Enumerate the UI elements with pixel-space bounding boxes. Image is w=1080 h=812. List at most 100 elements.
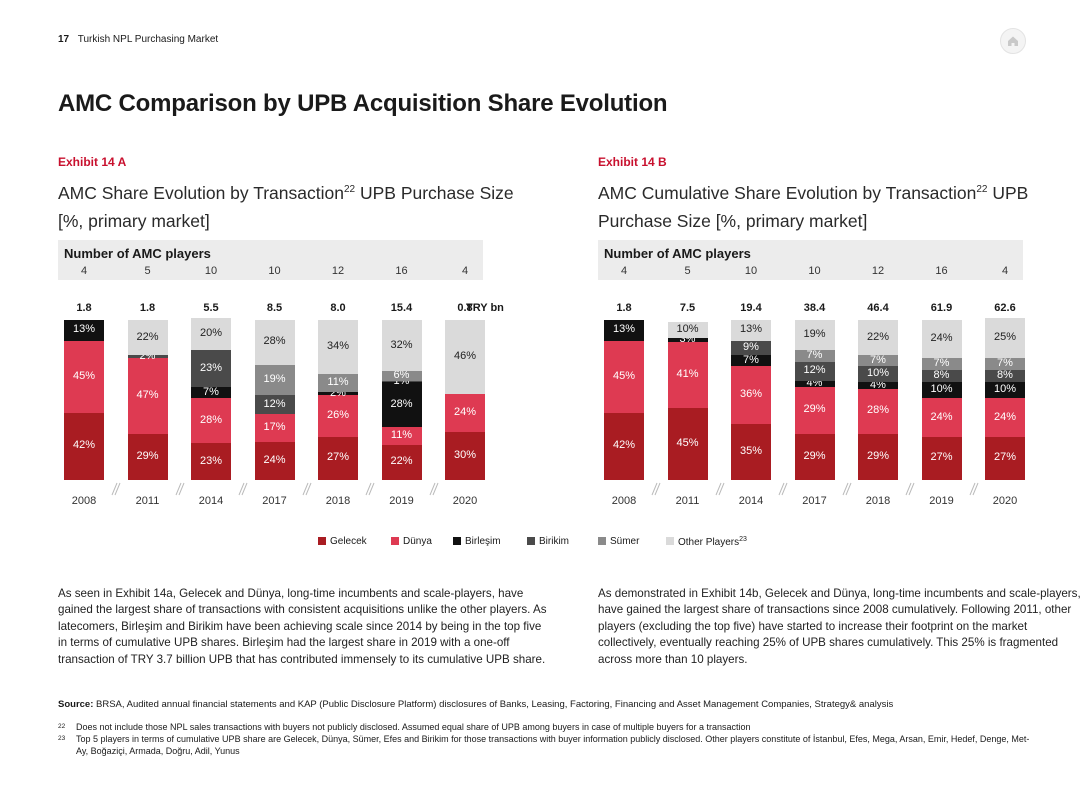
amc-count: 4 [1001,265,1009,277]
data-label: 10% [866,367,890,380]
bar-segment-sümer: 7% [921,358,962,370]
document-title: Turkish NPL Purchasing Market [77,34,219,45]
data-label: 9% [743,340,759,353]
bar-segment-birleşim: 4% [858,379,898,390]
data-label: 10% [993,383,1017,396]
x-tick-label: 2020 [452,495,478,507]
bar-segment-birikim: 12% [254,395,295,415]
bar-segment-birikim: 1% [381,375,422,386]
bar-segment-other-players: 24% [921,320,962,359]
bar-segment-gelecek: 22% [381,444,422,480]
bar-segment-birleşim: 4% [794,378,835,389]
footnote-22: 22 Does not include those NPL sales trans… [58,722,751,732]
amc-count: 4 [461,265,469,277]
data-label: 22% [136,330,159,343]
bar-segment-other-players: 32% [381,320,422,372]
bar-segment-sümer: 11% [318,374,358,392]
bar-segment-gelecek: 29% [794,433,835,480]
axis-break-icon [302,482,311,496]
data-label: 10% [930,383,953,396]
axis-break-icon [842,482,851,496]
data-label: 2% [139,349,156,362]
legend-label: Gelecek [330,536,367,547]
bar-segment-other-players: 28% [254,320,295,365]
amc-count: 4 [620,265,628,277]
try-volume-label: 38.4 [803,302,826,314]
home-button[interactable] [1000,28,1026,54]
legend-item-other-players: Other Players23 [666,536,747,548]
x-tick-label: 2020 [992,495,1018,507]
amc-count: 10 [268,265,281,277]
x-tick-label: 2014 [198,495,224,507]
x-tick-label: 2017 [802,495,827,507]
amc-count: 4 [80,265,88,277]
bar-segment-gelecek: 30% [445,432,485,480]
x-tick-label: 2011 [135,495,160,507]
x-tick-label: 2018 [325,495,351,507]
data-label: 47% [136,388,159,401]
data-label: 23% [199,454,223,467]
legend-swatch [527,537,535,545]
amc-players-box: Number of AMC players [58,240,483,280]
axis-break-icon [905,482,915,496]
try-volume-label: 1.8 [76,302,92,314]
legend-item-gelecek: Gelecek [318,536,367,547]
legend-swatch [391,537,399,545]
chart-b: Number of AMC players 4 1.8 2008 42% 45% 13% 5… [598,240,1025,522]
try-volume-label: 0.8 [457,302,473,314]
data-label: 29% [803,449,826,462]
analysis-paragraph-right: As demonstrated in Exhibit 14b, Gelecek … [598,587,1080,666]
data-label: 35% [739,445,763,457]
data-label: 24% [263,453,286,466]
data-label: 11% [327,376,349,389]
page-number: 17 [58,34,70,45]
data-label: 22% [866,330,890,343]
try-volume-label: 15.4 [390,302,413,314]
bar-segment-birleşim: 3% [667,334,708,345]
data-label: 23% [199,361,223,374]
data-label: 8% [997,368,1013,381]
bar-segment-birikim: 12% [794,361,835,381]
data-label: 30% [453,449,477,461]
bar-segment-gelecek: 42% [604,412,644,480]
bar-segment-gelecek: 23% [191,443,231,480]
legend-label: Dünya [403,536,432,547]
bar-segment-dünya: 29% [794,387,835,434]
bar-segment-other-players: 22% [127,320,168,356]
data-label: 13% [72,323,96,336]
legend-swatch [598,537,606,545]
chart-b-title: AMC Cumulative Share Evolution by Transa… [598,182,1029,231]
bar-segment-gelecek: 27% [318,436,358,480]
amc-count: 12 [331,265,345,277]
data-label: 4% [870,378,886,391]
bar-segment-birleşim: 7% [731,354,771,367]
data-label: 11% [390,428,413,441]
bar-segment-other-players: 10% [667,321,708,338]
exhibit-b-label: Exhibit 14 B [598,155,667,169]
data-label: 19% [803,328,826,341]
bar-segment-birleşim: 13% [64,320,104,341]
bar-segment-gelecek: 29% [858,433,898,480]
data-label: 29% [136,449,159,462]
bar-segment-birikim: 8% [985,369,1025,383]
try-volume-label: 19.4 [740,302,762,314]
bar-segment-sümer: 7% [794,350,835,362]
bar-segment-other-players: 20% [191,318,231,351]
bar-segment-dünya: 28% [858,388,898,434]
bar-segment-birikim: 2% [127,350,168,361]
data-label: 36% [739,388,763,401]
footnote-23: 23 Top 5 players in terms of cumulative U… [58,734,1030,756]
data-label: 12% [803,364,826,377]
bar-segment-birleşim: 13% [604,320,644,341]
bar-segment-dünya: 24% [445,393,485,432]
bar-segment-dünya: 28% [191,398,231,444]
amc-count: 10 [808,265,821,277]
data-label: 20% [199,327,223,340]
chart-a: Number of AMC players 4 1.8 2008 42% 45% 13% 5… [58,240,485,522]
amc-count: 12 [871,265,885,277]
axis-break-icon [111,482,121,496]
data-label: 24% [453,405,477,418]
bar-segment-birikim: 23% [191,350,231,388]
amc-players-box: Number of AMC players [598,240,1023,280]
bar-segment-other-players: 13% [731,320,771,341]
